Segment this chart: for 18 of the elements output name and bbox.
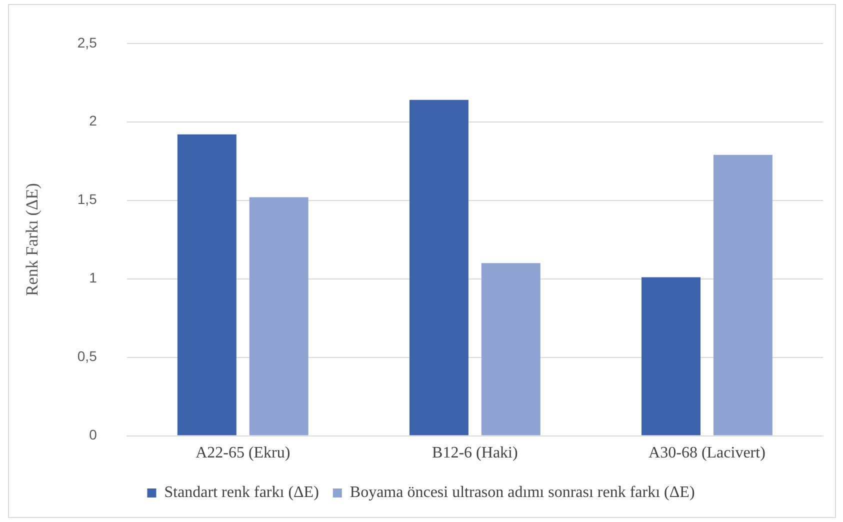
y-tick-label: 0 [89, 426, 98, 443]
y-tick-label: 2,5 [77, 34, 98, 50]
x-tick-label: A30-68 (Lacivert) [648, 444, 766, 462]
y-tick-label: 1 [89, 270, 98, 286]
y-tick-label: 2 [89, 112, 98, 129]
bar [481, 263, 540, 436]
legend-label: Boyama öncesi ultrason adımı sonrası renk farkı (ΔE) [350, 484, 695, 502]
x-tick-label: B12-6 (Haki) [432, 444, 518, 462]
y-tick-label: 0,5 [77, 348, 98, 364]
bar [642, 277, 701, 436]
y-tick-label: 1,5 [77, 191, 98, 208]
legend-label: Standart renk farkı (ΔE) [164, 484, 319, 502]
y-axis-title: Renk Farkı (ΔE) [22, 183, 42, 296]
x-tick-label: A22-65 (Ekru) [196, 444, 290, 462]
bar [177, 134, 236, 436]
bar [713, 154, 772, 436]
bar [249, 197, 308, 436]
bar [409, 100, 468, 436]
